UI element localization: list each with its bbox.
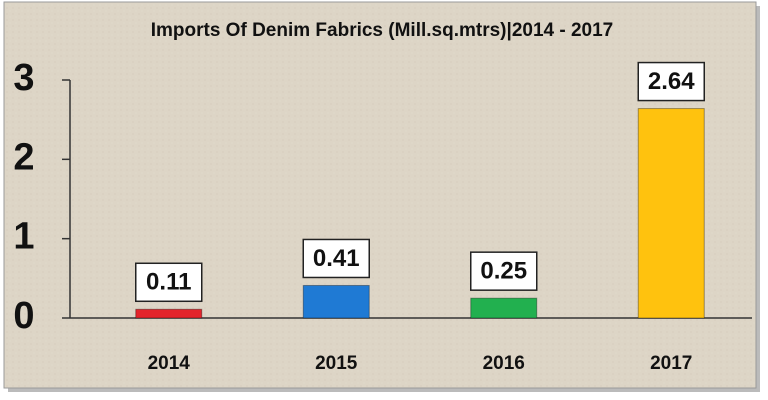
- value-label: 0.25: [480, 258, 527, 285]
- y-tick-label: 1: [13, 216, 34, 258]
- x-tick-label: 2014: [148, 353, 191, 374]
- y-tick-label: 3: [13, 57, 34, 99]
- value-label-box: [135, 262, 203, 303]
- chart-title: Imports Of Denim Fabrics (Mill.sq.mtrs)|…: [151, 20, 614, 41]
- bar: [470, 297, 538, 319]
- bar: [302, 284, 370, 319]
- x-tick-label: 2015: [315, 353, 358, 374]
- y-tick-label: 0: [13, 295, 34, 337]
- bar: [135, 308, 203, 319]
- value-label-box: [470, 251, 538, 291]
- x-tick-label: 2017: [650, 353, 692, 374]
- value-label: 0.41: [313, 245, 360, 272]
- x-tick-label: 2016: [483, 353, 525, 374]
- value-label: 0.11: [146, 269, 191, 296]
- y-tick-label: 2: [13, 136, 34, 178]
- value-label: 2.64: [648, 68, 695, 95]
- bar: [637, 108, 705, 319]
- value-label-box: [302, 238, 370, 279]
- value-label-box: [637, 61, 705, 102]
- chart-background: [3, 1, 757, 389]
